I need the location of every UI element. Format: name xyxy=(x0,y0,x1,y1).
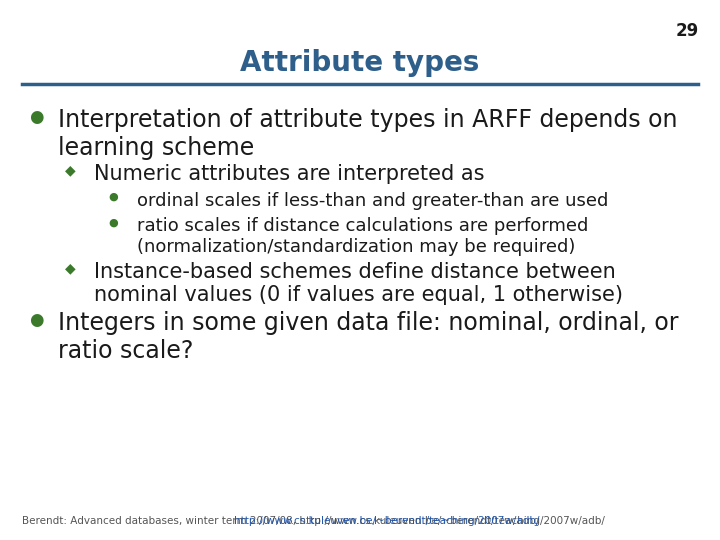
Text: ratio scales if distance calculations are performed
(normalization/standardizati: ratio scales if distance calculations ar… xyxy=(137,217,588,256)
Text: Instance-based schemes define distance between
nominal values (0 if values are e: Instance-based schemes define distance b… xyxy=(94,261,623,305)
Text: ◆: ◆ xyxy=(65,261,76,275)
Text: Numeric attributes are interpreted as: Numeric attributes are interpreted as xyxy=(94,164,484,184)
Text: ●: ● xyxy=(29,108,43,126)
Text: ordinal scales if less-than and greater-than are used: ordinal scales if less-than and greater-… xyxy=(137,192,608,210)
Text: http://www.cs.kuleuven.be/~berendt/teaching/2007w/adb/: http://www.cs.kuleuven.be/~berendt/teach… xyxy=(234,516,539,526)
Text: Berendt: Advanced databases, winter term 2007/08, http://www.cs.kuleuven.be/~ber: Berendt: Advanced databases, winter term… xyxy=(22,516,605,526)
Text: ◆: ◆ xyxy=(65,164,76,178)
Text: Interpretation of attribute types in ARFF depends on
learning scheme: Interpretation of attribute types in ARF… xyxy=(58,108,677,160)
Text: Attribute types: Attribute types xyxy=(240,49,480,77)
Text: ●: ● xyxy=(108,192,118,202)
Text: ●: ● xyxy=(29,312,43,329)
Text: Integers in some given data file: nominal, ordinal, or
ratio scale?: Integers in some given data file: nomina… xyxy=(58,312,678,363)
Text: ●: ● xyxy=(108,217,118,227)
Text: 29: 29 xyxy=(675,22,698,39)
